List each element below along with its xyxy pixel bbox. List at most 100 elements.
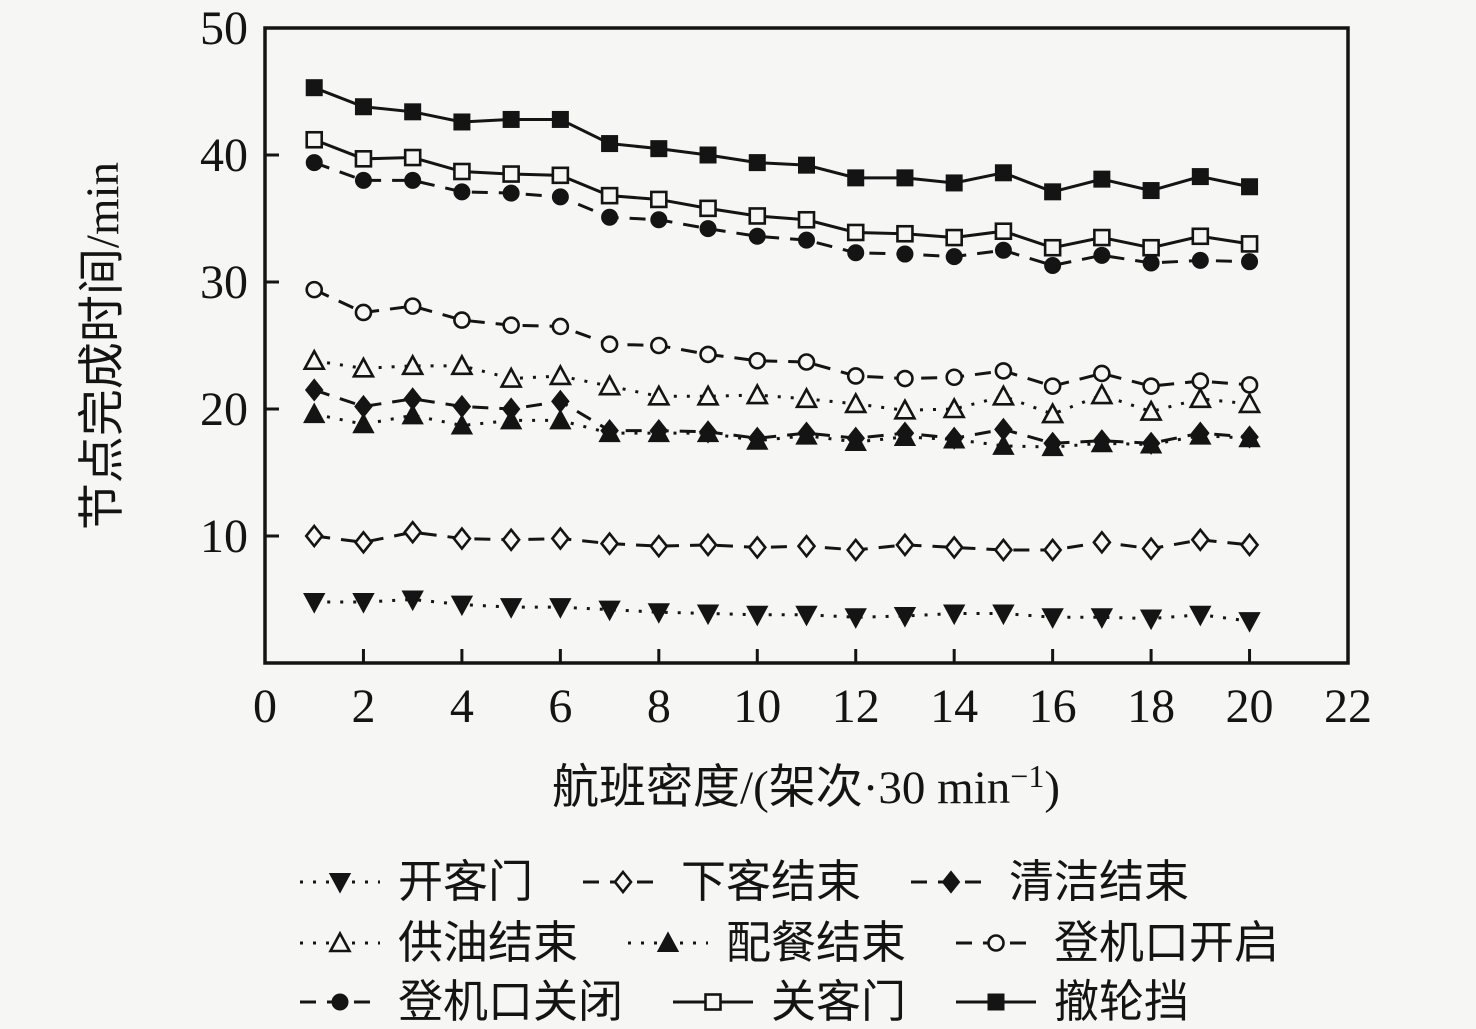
remove-chocks-marker <box>896 169 914 187</box>
gate-open-marker <box>994 362 1013 380</box>
catering-end-marker <box>1041 435 1064 457</box>
deboard-end-marker <box>550 526 571 551</box>
remove-chocks-marker <box>1191 168 1209 186</box>
remove-chocks-marker <box>305 79 323 97</box>
fueling-end-marker <box>844 391 868 414</box>
x-tick-label: 16 <box>1029 680 1077 733</box>
x-tick-label: 20 <box>1226 680 1274 733</box>
gate-close-marker <box>945 248 963 266</box>
gate-close-marker <box>699 220 717 238</box>
deboard-end-marker <box>698 532 718 557</box>
cleaning-end-marker <box>304 378 324 402</box>
series-close-pax-door <box>305 130 1259 257</box>
open-pax-door-marker <box>352 593 375 614</box>
open-pax-door-marker <box>795 605 818 627</box>
fueling-end-marker <box>647 384 671 406</box>
plot-frame <box>263 26 1350 665</box>
x-tick-label: 4 <box>450 680 474 733</box>
fueling-end-marker <box>794 386 819 409</box>
remove-chocks-marker <box>1093 170 1111 188</box>
gate-close-marker <box>748 227 766 245</box>
legend-item-gate-open: 登机口开启 <box>956 918 1279 968</box>
y-axis-label: 节点完成时间/min <box>77 162 129 530</box>
legend-catering-end-marker-icon <box>656 931 680 952</box>
gate-close-marker <box>1241 253 1259 271</box>
gate-close-marker <box>404 171 422 189</box>
gate-open-marker <box>699 345 717 364</box>
gate-open-marker <box>305 280 324 299</box>
y-tick-label: 10 <box>200 510 248 563</box>
remove-chocks-marker <box>945 174 963 192</box>
gate-open-marker <box>846 367 865 385</box>
series-fueling-end <box>302 348 1262 424</box>
close-pax-door-marker <box>748 207 767 225</box>
x-tick-label: 12 <box>832 680 880 733</box>
series-line-fueling-end <box>313 359 1250 416</box>
close-pax-door-marker <box>650 190 668 209</box>
open-pax-door-marker <box>1139 609 1163 631</box>
gate-close-marker <box>551 188 569 206</box>
legend-item-catering-end: 配餐结束 <box>628 918 906 968</box>
x-tick-label: 14 <box>930 680 978 733</box>
open-pax-door-marker <box>1041 608 1064 629</box>
legend-item-deboard-end: 下客结束 <box>583 857 861 907</box>
open-pax-door-marker <box>401 590 424 612</box>
remove-chocks-marker <box>601 135 619 153</box>
legend-item-remove-chocks: 撤轮挡 <box>956 977 1189 1027</box>
remove-chocks-marker <box>994 164 1012 182</box>
fueling-end-marker <box>1188 386 1213 409</box>
x-tick-label: 22 <box>1324 680 1372 733</box>
x-tick-label: 0 <box>253 680 277 733</box>
fueling-end-marker <box>942 396 966 419</box>
deboard-end-marker <box>747 535 767 560</box>
series-gate-close <box>305 154 1259 274</box>
gate-close-marker <box>1093 246 1111 264</box>
deboard-end-marker <box>895 532 915 557</box>
catering-end-marker <box>696 421 720 443</box>
close-pax-door-marker <box>945 228 963 247</box>
close-pax-door-marker <box>1240 235 1259 253</box>
open-pax-door-marker <box>943 604 966 626</box>
deboard-end-marker <box>304 523 324 549</box>
catering-end-marker <box>549 408 572 430</box>
legend-label-close-pax-door: 关客门 <box>771 977 906 1027</box>
series-line-open-pax-door <box>314 597 1250 623</box>
gate-open-marker <box>797 353 816 371</box>
remove-chocks-marker <box>453 113 471 131</box>
legend-label-gate-open: 登机口开启 <box>1054 918 1279 968</box>
x-tick-label: 10 <box>733 680 781 733</box>
close-pax-door-marker <box>1043 238 1062 257</box>
gate-close-marker <box>502 184 520 202</box>
deboard-end-marker <box>846 537 866 563</box>
cleaning-end-marker <box>452 394 472 419</box>
remove-chocks-marker <box>551 110 569 128</box>
legend-item-close-pax-door: 关客门 <box>673 977 906 1027</box>
deboard-end-marker <box>403 520 423 545</box>
open-pax-door-marker <box>893 607 917 628</box>
catering-end-marker <box>450 413 474 435</box>
gate-close-marker <box>305 154 323 172</box>
deboard-end-marker <box>452 526 472 551</box>
x-tick-label: 2 <box>351 680 375 733</box>
legend-label-remove-chocks: 撤轮挡 <box>1054 977 1189 1027</box>
cleaning-end-marker <box>551 389 570 413</box>
gate-close-marker <box>601 208 619 226</box>
legend-gate-open-marker-icon <box>987 934 1005 952</box>
catering-end-marker <box>499 408 523 430</box>
catering-end-marker <box>1139 432 1163 454</box>
series-line-deboard-end <box>314 530 1250 552</box>
close-pax-door-marker <box>354 150 373 168</box>
remove-chocks-marker <box>748 154 766 172</box>
deboard-end-marker <box>993 537 1014 563</box>
open-pax-door-marker <box>746 605 769 627</box>
catering-end-marker <box>647 421 670 443</box>
open-pax-door-marker <box>303 593 326 614</box>
series-gate-open <box>305 280 1259 395</box>
fueling-end-marker <box>991 384 1016 406</box>
gate-open-marker <box>1043 377 1062 395</box>
catering-end-marker <box>303 402 326 424</box>
catering-end-marker <box>844 430 867 452</box>
close-pax-door-marker <box>1142 238 1160 257</box>
catering-end-marker <box>352 412 375 434</box>
